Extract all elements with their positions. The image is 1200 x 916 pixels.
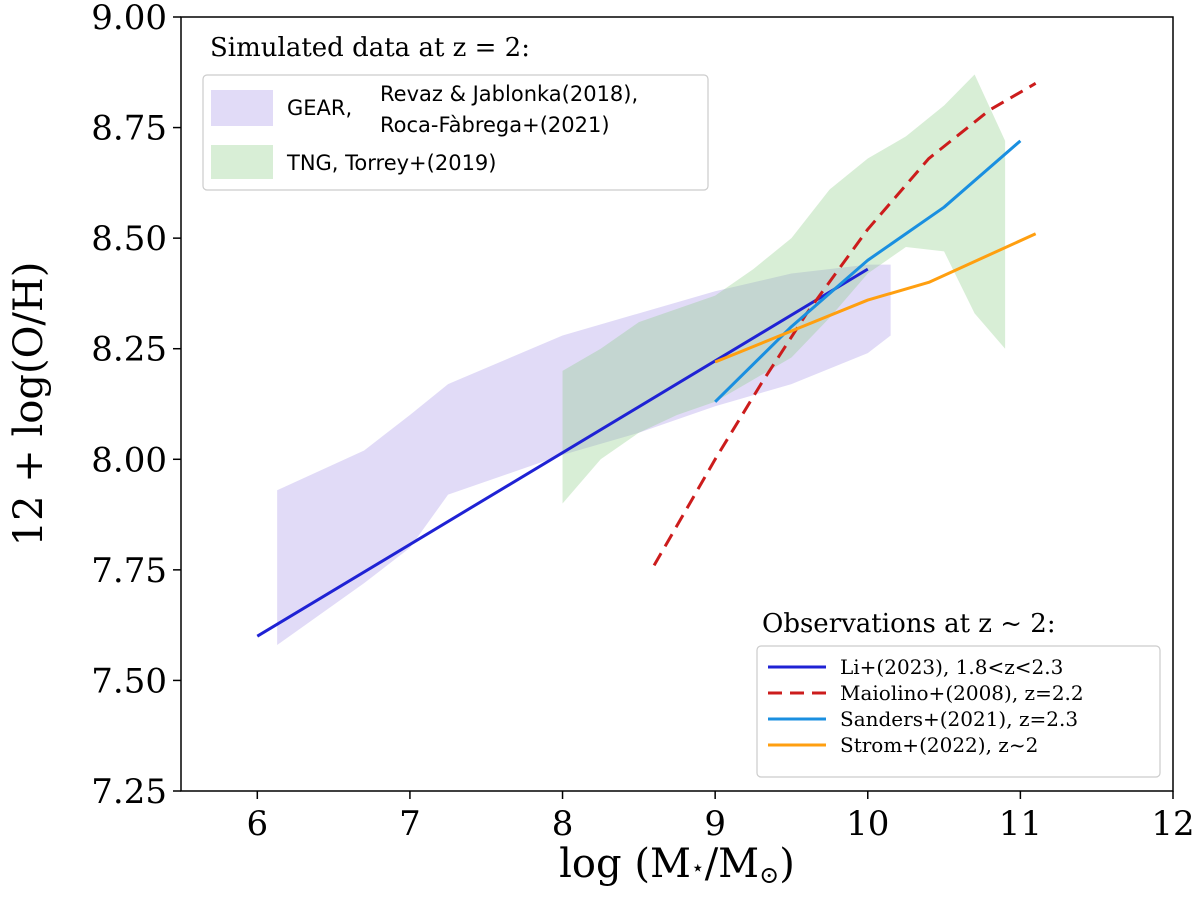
series-line-4 xyxy=(714,232,1037,364)
legend-obs-label-4: Strom+(2022), z~2 xyxy=(840,733,1038,757)
plot-frame xyxy=(180,16,1174,792)
simulation-bands xyxy=(277,74,1006,646)
legend-gear-ref-2: Roca-Fàbrega+(2021) xyxy=(380,113,610,137)
legend-observations-box xyxy=(756,645,1161,778)
legend-obs-label-1: Li+(2023), 1.8<z<2.3 xyxy=(840,655,1063,679)
legend-obs-label-2: Maiolino+(2008), z=2.2 xyxy=(840,681,1084,705)
y-tick-label: 7.25 xyxy=(91,772,167,812)
legend-observations: Observations at z ~ 2: Li+(2023), 1.8<z<… xyxy=(756,609,1161,778)
legend-label-gear: GEAR, xyxy=(287,96,352,120)
x-axis-label: log (M⋆/M⊙) xyxy=(559,841,795,889)
x-tick-label: 8 xyxy=(552,804,574,844)
series-line-2 xyxy=(652,82,1037,567)
x-axis-ticks: 6 7 8 9 10 11 12 xyxy=(246,791,1195,844)
y-tick-label: 7.75 xyxy=(91,551,167,591)
legend-observations-title: Observations at z ~ 2: xyxy=(762,609,1056,639)
x-axis-label-prefix: log (M xyxy=(559,841,691,887)
y-tick-label: 8.75 xyxy=(91,109,167,149)
x-tick-label: 6 xyxy=(246,804,268,844)
y-tick-label: 8.50 xyxy=(91,219,167,259)
x-tick-label: 12 xyxy=(1151,804,1194,844)
legend-gear-ref-1: Revaz & Jablonka(2018), xyxy=(380,82,638,106)
y-axis-ticks: 7.25 7.50 7.75 8.00 8.25 8.50 8.75 9.00 xyxy=(91,0,181,812)
y-axis-label: 12 + log(O/H) xyxy=(6,262,52,547)
series-line-1 xyxy=(256,267,869,638)
x-tick-label: 7 xyxy=(399,804,421,844)
band-tng xyxy=(562,74,1006,504)
y-tick-label: 9.00 xyxy=(91,0,167,38)
y-tick-label: 8.00 xyxy=(91,440,167,480)
observation-lines xyxy=(256,82,1037,638)
x-axis-label-sun: ⊙ xyxy=(759,861,779,889)
legend-swatch-gear xyxy=(211,90,273,126)
x-tick-label: 10 xyxy=(846,804,889,844)
legend-simulated-box xyxy=(202,74,709,191)
band-gear xyxy=(277,264,891,646)
y-tick-label: 7.50 xyxy=(91,661,167,701)
legend-label-tng: TNG, Torrey+(2019) xyxy=(286,151,496,175)
x-tick-label: 11 xyxy=(999,804,1042,844)
legend-swatch-tng xyxy=(211,145,273,179)
legend-simulated: Simulated data at z = 2: GEAR, Revaz & J… xyxy=(202,33,709,191)
x-axis-label-star: ⋆ xyxy=(691,856,705,881)
legend-obs-label-3: Sanders+(2021), z=2.3 xyxy=(840,707,1078,731)
series-line-3 xyxy=(714,139,1022,403)
x-axis-label-mid: /M xyxy=(705,841,759,887)
x-axis-label-suffix: ) xyxy=(779,841,795,887)
y-tick-label: 8.25 xyxy=(91,330,167,370)
legend-simulated-title: Simulated data at z = 2: xyxy=(210,33,530,63)
x-tick-label: 9 xyxy=(704,804,726,844)
